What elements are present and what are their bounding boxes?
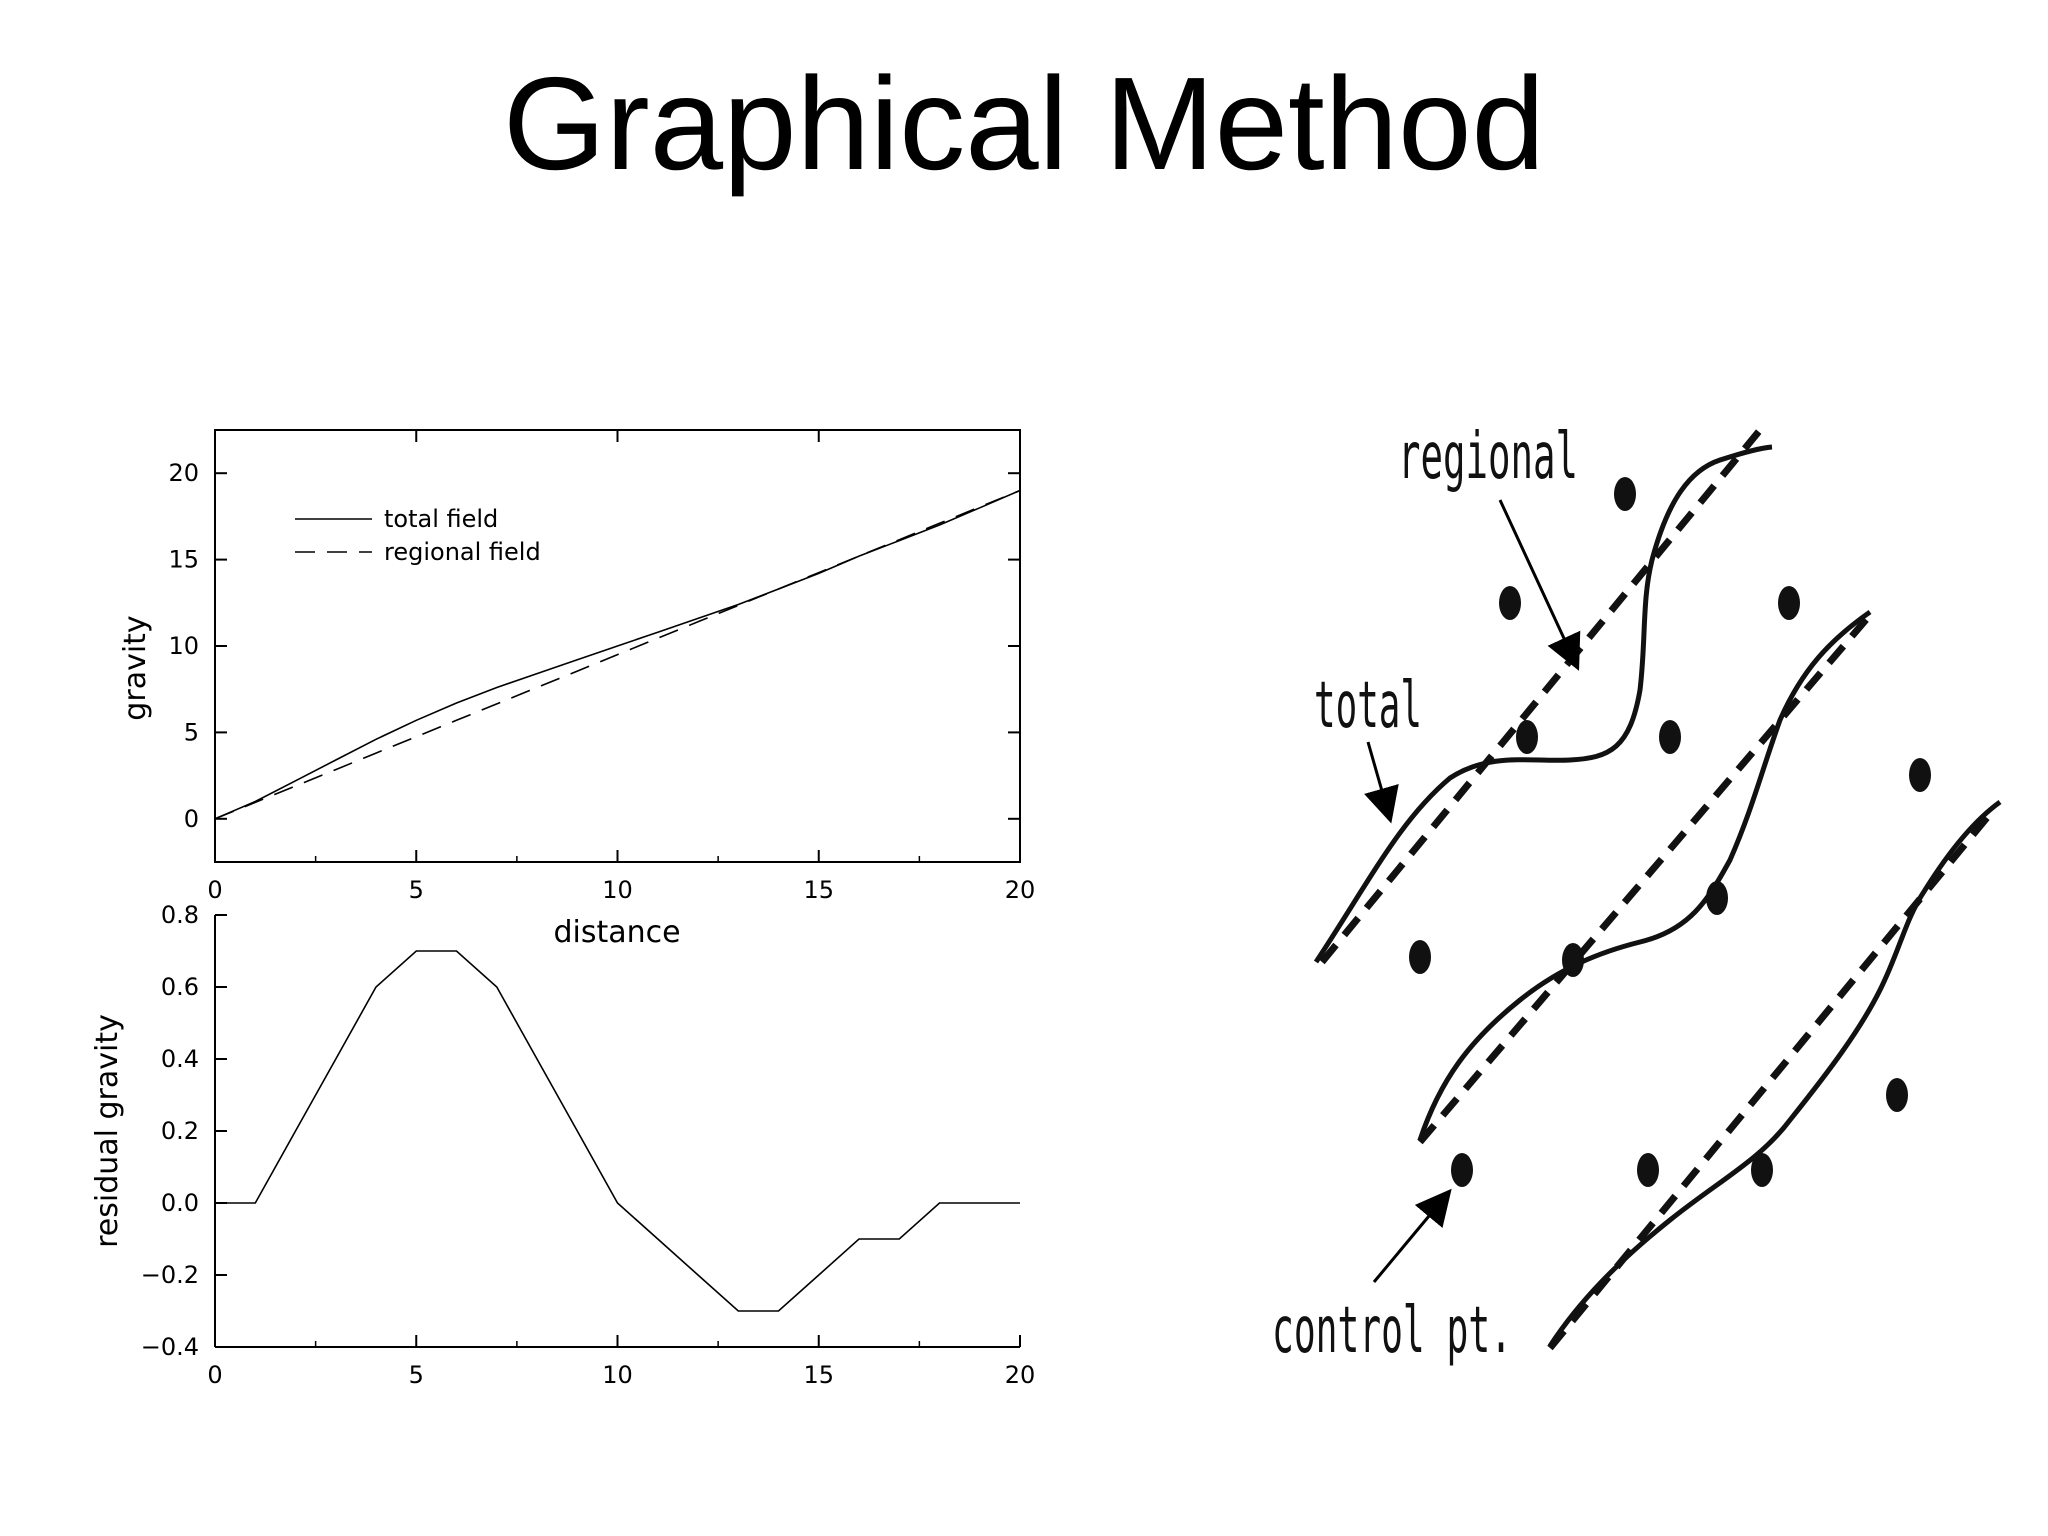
residual-chart-x-tick-label: 10 bbox=[602, 1361, 633, 1389]
residual-chart-y-tick-label: 0.8 bbox=[161, 901, 199, 929]
control-point bbox=[1886, 1078, 1908, 1112]
total-label: total bbox=[1314, 669, 1422, 743]
control-point bbox=[1909, 758, 1931, 792]
control-point bbox=[1516, 720, 1538, 754]
gravity-chart-y-tick-label: 15 bbox=[168, 546, 199, 574]
control-point bbox=[1637, 1153, 1659, 1187]
residual-chart-x-tick-label: 0 bbox=[207, 1361, 222, 1389]
control-point bbox=[1409, 940, 1431, 974]
gravity-chart-y-tick-label: 0 bbox=[184, 805, 199, 833]
total-contour-2 bbox=[1417, 609, 1872, 1141]
control-point-arrow bbox=[1372, 1188, 1452, 1283]
residual-chart-y-tick-label: −0.2 bbox=[141, 1261, 199, 1289]
total-contour-3 bbox=[1547, 799, 2002, 1348]
residual-chart-y-tick-label: 0.2 bbox=[161, 1117, 199, 1145]
residual-chart-y-tick-label: −0.4 bbox=[141, 1333, 199, 1361]
total-contour-1 bbox=[1313, 444, 1773, 964]
gravity-chart-y-tick-label: 5 bbox=[184, 718, 199, 746]
control-point bbox=[1614, 477, 1636, 511]
legend-total-label: total field bbox=[384, 505, 498, 533]
residual-chart-y-tick-label: 0.6 bbox=[161, 973, 199, 1001]
control-point bbox=[1751, 1153, 1773, 1187]
gravity-chart-x-tick-label: 0 bbox=[207, 876, 222, 904]
gravity-chart-x-title: distance bbox=[553, 915, 680, 950]
residual-chart-x-tick-label: 20 bbox=[1005, 1361, 1036, 1389]
regional-contour-2 bbox=[1417, 612, 1873, 1145]
gravity-chart-x-tick-label: 15 bbox=[803, 876, 834, 904]
residual-chart-series-1-line bbox=[215, 950, 1020, 1312]
legend-regional-label: regional field bbox=[384, 538, 541, 566]
control-point bbox=[1706, 881, 1728, 915]
control-point bbox=[1659, 720, 1681, 754]
total-arrow bbox=[1364, 741, 1399, 824]
residual-chart-x-tick-label: 5 bbox=[409, 1361, 424, 1389]
gravity-chart-series-2-line bbox=[214, 489, 1021, 820]
residual-chart-x-tick-label: 15 bbox=[803, 1361, 834, 1389]
gravity-chart-x-tick-label: 5 bbox=[409, 876, 424, 904]
gravity-chart-y-tick-label: 20 bbox=[168, 459, 199, 487]
regional-contour-1 bbox=[1319, 421, 1768, 965]
control-point bbox=[1451, 1153, 1473, 1187]
control-point bbox=[1499, 586, 1521, 620]
control-point bbox=[1778, 586, 1800, 620]
gravity-chart-series-1-line bbox=[214, 489, 1021, 820]
gravity-chart-x-tick-label: 10 bbox=[602, 876, 633, 904]
slide-title: Graphical Method bbox=[503, 50, 1545, 197]
regional-arrow bbox=[1498, 499, 1581, 671]
control-point bbox=[1562, 943, 1584, 977]
residual-chart-y-tick-label: 0.4 bbox=[161, 1045, 199, 1073]
gravity-chart-y-title: gravity bbox=[118, 615, 153, 720]
gravity-chart-y-tick-label: 10 bbox=[168, 632, 199, 660]
control-point-label: control pt. bbox=[1272, 1294, 1512, 1368]
gravity-chart-x-tick-label: 20 bbox=[1005, 876, 1036, 904]
residual-chart-y-tick-label: 0.0 bbox=[161, 1189, 199, 1217]
regional-label: regional bbox=[1398, 420, 1578, 494]
residual-chart-y-title: residual gravity bbox=[90, 1014, 125, 1248]
